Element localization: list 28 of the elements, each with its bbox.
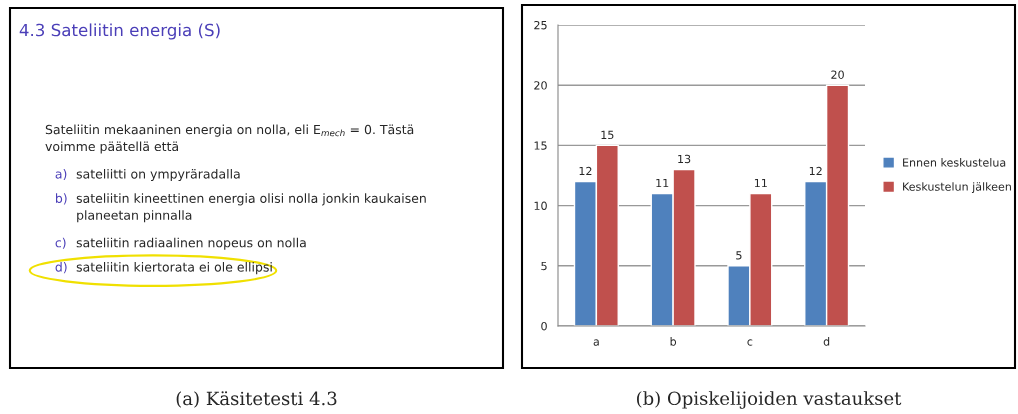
data-label: 15 (601, 130, 614, 140)
data-label: 5 (736, 251, 742, 260)
text: 4.3 Sateliitin energia (S) (19, 23, 220, 40)
x-tick-label: a (593, 339, 599, 346)
text: Sateliitin mekaaninen energia on nolla, eli E$_{mech}$ = 0. Tästä voimme päätellä että (45, 124, 414, 154)
data-label: 12 (579, 166, 592, 176)
y-tick-label: 20 (534, 81, 547, 90)
data-label: 11 (754, 178, 767, 188)
y-tick-label: 0 (541, 321, 547, 331)
text: (a) Käsitetesti 4.3 (176, 391, 337, 408)
data-label: 11 (656, 178, 669, 188)
x-axis-title: (b) Opiskelijoiden vastaukset (637, 391, 902, 409)
legend-label: Ennen keskustelua (903, 158, 1006, 167)
legend-label: Keskustelun jälkeen (903, 182, 1011, 193)
data-label: 13 (678, 154, 691, 164)
data-label: 12 (809, 166, 822, 176)
text: c) sateliitin radiaalinen nopeus on nolla (55, 237, 306, 250)
text: a) sateliitti on ympyräradalla (55, 168, 240, 182)
text: b) sateliitin kineettinen energia olisi nolla jonkin kaukaisen planeetan pinnalla (56, 193, 426, 223)
data-label: 20 (831, 70, 844, 79)
text: d) sateliitin kiertorata ei ole ellipsi (55, 262, 272, 275)
x-tick-label: b (670, 337, 677, 346)
y-tick-label: 5 (541, 261, 547, 271)
y-tick-label: 25 (534, 20, 547, 30)
y-tick-label: 15 (534, 141, 547, 150)
x-tick-label: c (747, 339, 753, 346)
x-tick-label: d (823, 337, 830, 346)
y-tick-label: 10 (534, 201, 547, 210)
